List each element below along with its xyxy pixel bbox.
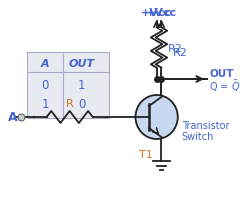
Circle shape xyxy=(136,95,178,139)
Text: 1: 1 xyxy=(41,98,49,111)
Text: 0: 0 xyxy=(78,98,85,111)
Text: Transistor: Transistor xyxy=(182,120,229,130)
Text: 1: 1 xyxy=(78,79,85,92)
Text: +Vcc: +Vcc xyxy=(141,8,172,18)
Text: 0: 0 xyxy=(42,79,49,92)
Text: A: A xyxy=(41,59,49,69)
Text: T1: T1 xyxy=(139,149,153,159)
Text: R2: R2 xyxy=(168,43,183,53)
Text: R: R xyxy=(66,99,74,109)
Text: +Vcc: +Vcc xyxy=(146,8,177,18)
Text: Switch: Switch xyxy=(182,131,214,141)
Text: A: A xyxy=(8,111,17,124)
Text: Q = $\bar{Q}$: Q = $\bar{Q}$ xyxy=(210,78,241,93)
Text: R2: R2 xyxy=(173,48,188,58)
Text: OUT: OUT xyxy=(210,69,234,79)
FancyBboxPatch shape xyxy=(27,53,108,118)
Text: OUT: OUT xyxy=(69,59,95,69)
